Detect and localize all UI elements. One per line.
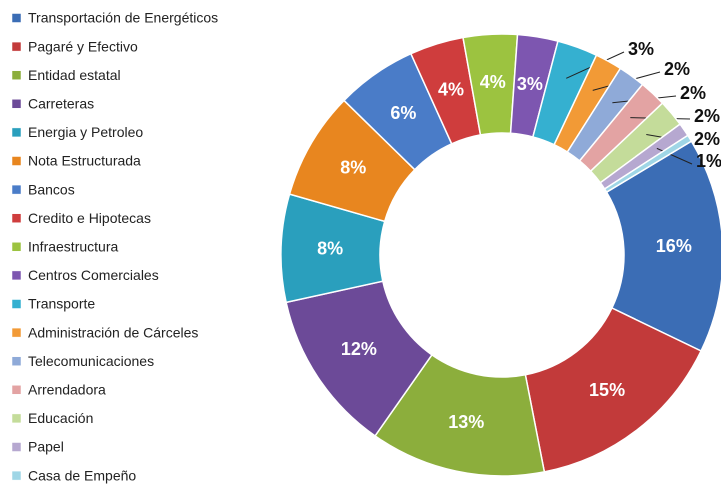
data-label: 2%: [664, 59, 690, 79]
legend-label: Nota Estructurada: [28, 153, 141, 169]
legend-label: Infraestructura: [28, 239, 118, 255]
legend-label: Carreteras: [28, 96, 94, 112]
legend-label: Pagaré y Efectivo: [28, 38, 138, 54]
legend-swatch: [11, 470, 22, 481]
data-label: 8%: [317, 238, 343, 258]
legend-label: Papel: [28, 439, 64, 455]
legend-swatch: [11, 184, 22, 195]
legend-swatch: [11, 41, 22, 52]
data-label: 13%: [448, 412, 484, 432]
legend-label: Bancos: [28, 181, 75, 197]
data-label: 8%: [340, 157, 366, 177]
legend-swatch: [11, 327, 22, 338]
legend-label: Educación: [28, 410, 93, 426]
data-label: 2%: [680, 83, 706, 103]
data-label: 4%: [438, 79, 464, 99]
legend-label: Credito e Hipotecas: [28, 210, 151, 226]
data-label: 4%: [480, 72, 506, 92]
legend-swatch: [11, 299, 22, 309]
data-label: 15%: [589, 380, 625, 400]
data-label: 2%: [694, 106, 720, 126]
legend-label: Administración de Cárceles: [28, 324, 198, 340]
data-label: 3%: [628, 39, 654, 59]
data-label: 6%: [390, 103, 416, 123]
legend-swatch: [11, 442, 22, 452]
legend-label: Casa de Empeño: [28, 467, 136, 483]
legend-swatch: [11, 270, 22, 281]
legend-label: Centros Comerciales: [28, 267, 159, 283]
legend-swatch: [11, 70, 22, 80]
legend-swatch: [11, 127, 22, 138]
legend-swatch: [11, 356, 22, 366]
legend-label: Transportación de Energéticos: [28, 10, 218, 26]
legend-label: Entidad estatal: [28, 67, 121, 83]
legend-swatch: [11, 413, 22, 424]
data-label: 16%: [656, 236, 692, 256]
legend-label: Energia y Petroleo: [28, 124, 143, 140]
data-label: 12%: [341, 339, 377, 359]
legend-label: Transporte: [28, 296, 95, 312]
donut-slice: [603, 134, 693, 194]
legend-swatch: [11, 213, 22, 223]
legend-swatch: [11, 385, 22, 395]
data-label: 1%: [696, 151, 721, 171]
data-label: 2%: [694, 129, 720, 149]
legend-swatch: [11, 99, 22, 109]
legend-label: Telecomunicaciones: [28, 353, 154, 369]
legend-swatch: [11, 242, 22, 252]
legend-swatch: [11, 156, 22, 166]
legend-swatch: [11, 13, 22, 23]
data-label: 3%: [517, 74, 543, 94]
legend-label: Arrendadora: [28, 382, 106, 398]
